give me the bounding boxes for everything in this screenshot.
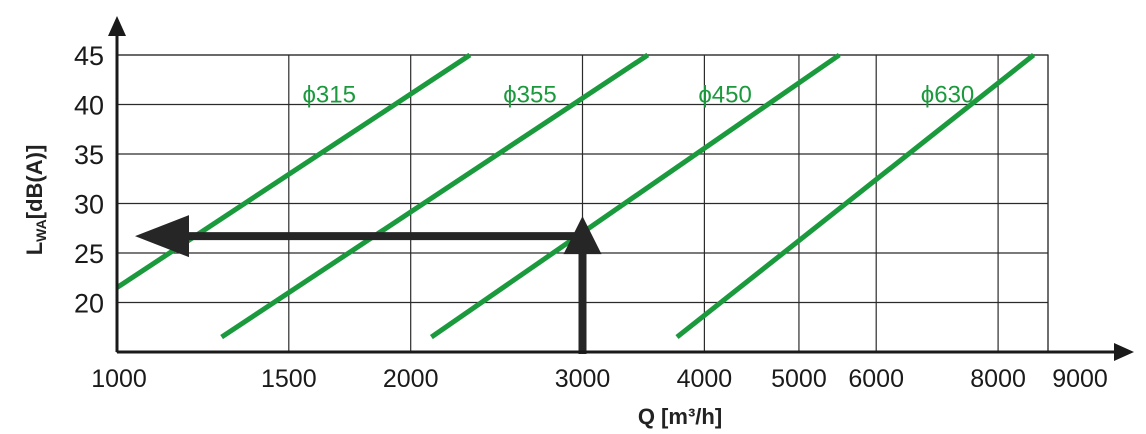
series-line	[429, 52, 841, 340]
y-tick-label: 25	[74, 239, 104, 269]
top-strip	[0, 0, 1146, 6]
series-labels: ϕ315 ϕ355 ϕ450 ϕ630	[302, 82, 974, 109]
tick-labels: 20 25 30 35 40 45 1000 1500 2000 3000 4000 5000 6000…	[74, 41, 1108, 393]
guide-arrow-left-head	[135, 215, 189, 258]
series-line	[675, 53, 1036, 340]
y-axis-title: LWA[dB(A)]	[22, 145, 49, 256]
y-axis-arrowhead	[108, 16, 126, 36]
series-lines	[115, 52, 1036, 340]
x-tick-label: 5000	[771, 365, 827, 393]
axes	[108, 16, 1134, 361]
x-tick-label: 2000	[383, 365, 439, 393]
y-axis-title-rest: [dB(A)]	[22, 145, 47, 220]
y-tick-label: 40	[74, 91, 104, 121]
series-label: ϕ450	[698, 82, 751, 109]
x-tick-label: 8000	[970, 365, 1026, 393]
x-tick-label: 9000	[1052, 365, 1108, 393]
y-tick-label: 30	[74, 190, 104, 220]
series-label: ϕ355	[503, 82, 556, 109]
series-label: ϕ315	[302, 82, 355, 109]
y-tick-label: 20	[74, 289, 104, 319]
grid	[0, 0, 1146, 353]
svg-text:LWA[dB(A)]: LWA[dB(A)]	[22, 145, 49, 256]
series-label: ϕ630	[921, 82, 974, 109]
y-tick-label: 45	[74, 41, 104, 71]
x-axis-arrowhead	[1114, 343, 1134, 361]
y-tick-label: 35	[74, 140, 104, 170]
y-axis-title-sub: WA	[33, 219, 49, 242]
x-tick-label: 4000	[677, 365, 733, 393]
x-axis-title: Q [m³/h]	[638, 404, 722, 429]
x-tick-label: 6000	[848, 365, 904, 393]
x-tick-label: 1000	[91, 365, 147, 393]
series-line	[220, 52, 650, 340]
guide-arrows	[135, 215, 602, 354]
x-tick-label: 1500	[261, 365, 317, 393]
x-tick-label: 3000	[555, 365, 611, 393]
y-axis-title-main: L	[22, 242, 47, 255]
